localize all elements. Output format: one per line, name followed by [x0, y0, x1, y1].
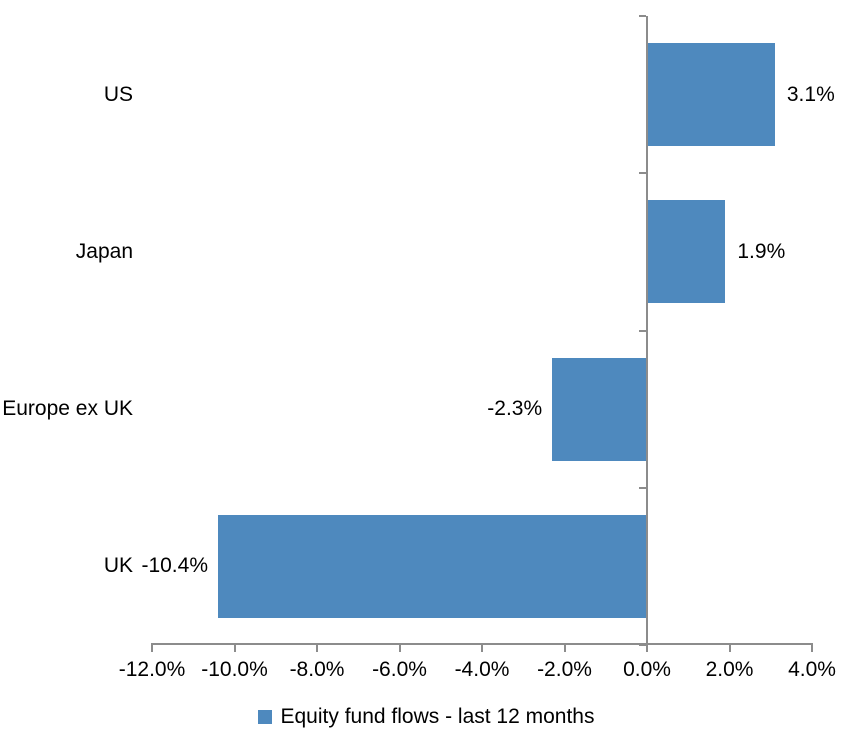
category-label: US	[103, 82, 133, 106]
x-tick-label: -10.0%	[201, 658, 268, 681]
bar	[647, 43, 775, 147]
zero-axis-line	[646, 16, 648, 652]
y-axis-tick	[639, 644, 646, 646]
x-tick-label: -8.0%	[289, 658, 345, 681]
x-axis-tick	[811, 643, 813, 652]
bar	[647, 200, 726, 304]
y-axis-tick	[639, 15, 646, 17]
x-tick-label: -6.0%	[372, 658, 427, 681]
x-axis-tick	[398, 643, 401, 652]
bar	[218, 514, 647, 618]
x-axis-tick	[563, 643, 566, 652]
category-label: Europe ex UK	[2, 397, 133, 421]
x-tick-label: 2.0%	[705, 658, 754, 681]
x-axis-tick	[728, 643, 731, 652]
x-axis-tick	[316, 643, 318, 652]
legend-marker-icon	[257, 709, 272, 724]
y-axis-tick	[639, 172, 646, 175]
x-tick-label: -2.0%	[537, 658, 592, 681]
y-axis-tick	[639, 329, 646, 332]
x-tick-label: 4.0%	[788, 658, 836, 681]
data-label: -2.3%	[487, 397, 543, 421]
data-label: 3.1%	[786, 82, 835, 106]
x-tick-label: -12.0%	[118, 658, 186, 681]
x-axis-tick	[646, 643, 648, 652]
category-label: Japan	[75, 239, 133, 263]
x-tick-label: 0.0%	[623, 658, 671, 681]
legend-label: Equity fund flows - last 12 months	[280, 705, 595, 728]
x-axis-tick	[481, 643, 483, 652]
x-tick-label: -4.0%	[454, 658, 510, 681]
y-axis-tick	[639, 486, 646, 489]
legend: Equity fund flows - last 12 months	[0, 706, 852, 727]
data-label: 1.9%	[737, 239, 786, 263]
x-axis-tick	[233, 643, 236, 652]
data-label: -10.4%	[141, 554, 208, 578]
category-label: UK	[103, 554, 133, 578]
x-axis-tick	[151, 643, 153, 652]
bar	[552, 357, 647, 461]
